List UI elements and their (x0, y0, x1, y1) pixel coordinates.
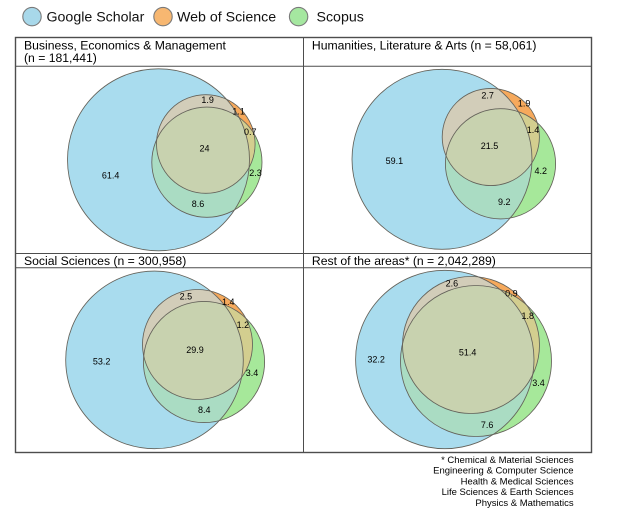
svg-text:Google Scholar: Google Scholar (47, 9, 145, 25)
svg-text:2.5: 2.5 (180, 291, 193, 301)
svg-text:1.1: 1.1 (232, 107, 245, 117)
svg-text:7.6: 7.6 (481, 420, 494, 430)
svg-text:2.3: 2.3 (249, 168, 262, 178)
svg-text:Physics & Mathematics: Physics & Mathematics (475, 498, 573, 509)
svg-text:1.4: 1.4 (222, 297, 235, 307)
svg-text:Rest of the areas* (n = 2,042,: Rest of the areas* (n = 2,042,289) (312, 254, 496, 268)
svg-text:8.6: 8.6 (192, 199, 205, 209)
svg-text:51.4: 51.4 (459, 348, 477, 358)
svg-text:Business, Economics & Manageme: Business, Economics & Management (24, 39, 226, 53)
svg-text:32.2: 32.2 (367, 354, 385, 364)
svg-text:1.9: 1.9 (201, 95, 214, 105)
svg-text:61.4: 61.4 (102, 171, 120, 181)
svg-text:(n = 181,441): (n = 181,441) (24, 51, 97, 65)
svg-text:Health & Medical Sciences: Health & Medical Sciences (461, 476, 574, 487)
svg-text:Web of Science: Web of Science (177, 9, 276, 25)
svg-text:4.2: 4.2 (535, 166, 548, 176)
svg-text:0.9: 0.9 (505, 288, 518, 298)
svg-text:1.4: 1.4 (527, 125, 540, 135)
svg-text:Life Sciences & Earth Sciences: Life Sciences & Earth Sciences (442, 487, 574, 498)
svg-text:8.4: 8.4 (198, 405, 211, 415)
svg-text:3.4: 3.4 (532, 378, 545, 388)
svg-text:0.7: 0.7 (244, 127, 257, 137)
svg-text:1.8: 1.8 (522, 311, 535, 321)
svg-text:3.4: 3.4 (246, 368, 259, 378)
svg-text:21.5: 21.5 (481, 141, 499, 151)
svg-text:1.9: 1.9 (518, 98, 531, 108)
svg-text:53.2: 53.2 (93, 356, 111, 366)
svg-text:1.2: 1.2 (237, 320, 250, 330)
svg-text:2.7: 2.7 (481, 91, 494, 101)
svg-text:Social Sciences (n = 300,958): Social Sciences (n = 300,958) (24, 254, 186, 268)
svg-text:24: 24 (199, 144, 209, 154)
svg-text:29.9: 29.9 (186, 345, 204, 355)
svg-text:9.2: 9.2 (498, 197, 511, 207)
svg-text:Humanities, Literature & Arts: Humanities, Literature & Arts (n = 58,06… (312, 39, 537, 53)
svg-text:59.1: 59.1 (386, 156, 404, 166)
svg-text:* Chemical & Material Sciences: * Chemical & Material Sciences (441, 455, 574, 466)
svg-text:Engineering & Computer Science: Engineering & Computer Science (433, 466, 573, 477)
svg-text:2.6: 2.6 (446, 279, 459, 289)
svg-text:Scopus: Scopus (317, 9, 364, 25)
